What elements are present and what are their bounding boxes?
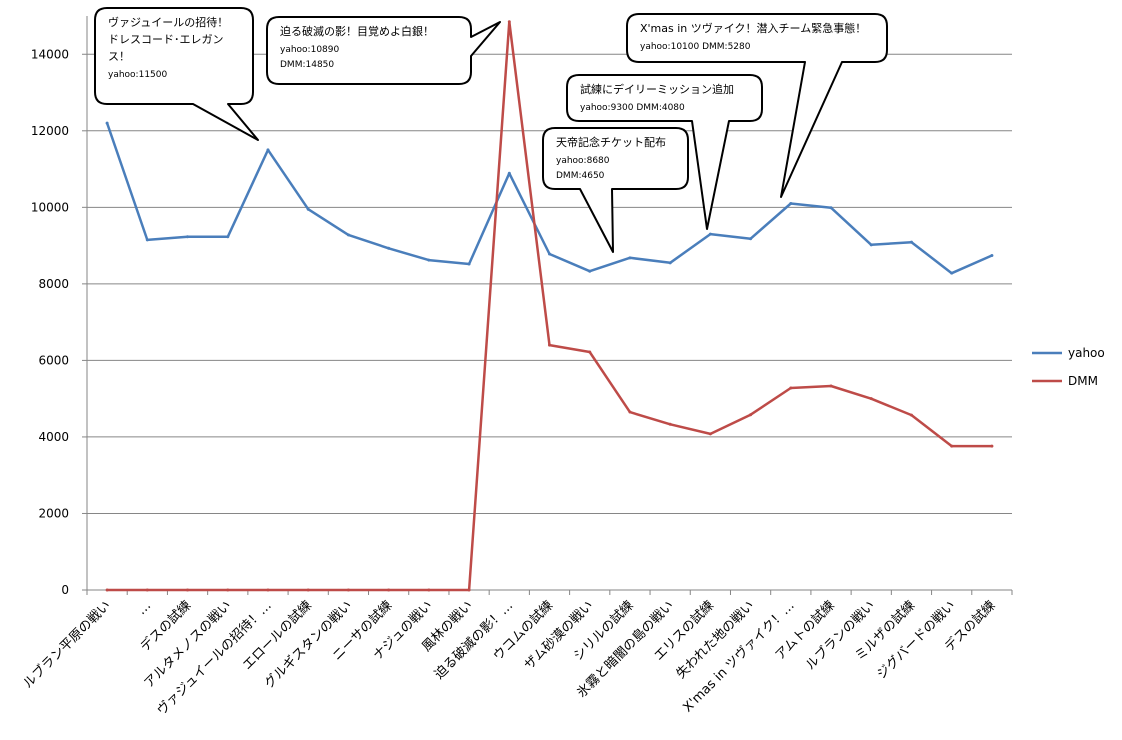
callout-text: ス！: [108, 50, 130, 63]
data-point-yahoo: [467, 262, 471, 266]
data-point-yahoo: [588, 269, 592, 273]
data-point-dmm: [789, 386, 793, 390]
y-tick-label: 14000: [31, 47, 69, 61]
data-point-dmm: [467, 588, 471, 592]
data-point-yahoo: [226, 235, 230, 239]
data-point-yahoo: [346, 233, 350, 237]
data-point-yahoo: [909, 240, 913, 244]
y-tick-label: 0: [61, 583, 69, 597]
callout-text: ドレスコード･エレガン: [108, 33, 224, 46]
data-point-yahoo: [950, 271, 954, 275]
callout-annotation: 試練にデイリーミッション追加 yahoo:9300 DMM:4080: [566, 74, 763, 230]
data-point-dmm: [346, 588, 350, 592]
data-point-yahoo: [708, 232, 712, 236]
legend: yahoo DMM: [1032, 346, 1105, 388]
data-point-dmm: [909, 413, 913, 417]
data-point-yahoo: [105, 121, 109, 125]
callout-text: 試練にデイリーミッション追加: [580, 82, 734, 96]
callout-text: X'mas in ツヴァイク！潜入チーム緊急事態！: [640, 21, 866, 35]
data-point-yahoo: [145, 238, 149, 242]
data-point-dmm: [105, 588, 109, 592]
data-point-yahoo: [829, 206, 833, 210]
data-point-dmm: [226, 588, 230, 592]
callout-bubble: [266, 16, 501, 85]
data-point-dmm: [507, 20, 511, 24]
legend-label-dmm: DMM: [1068, 374, 1098, 388]
data-point-dmm: [588, 350, 592, 354]
data-point-dmm: [749, 413, 753, 417]
data-point-dmm: [668, 422, 672, 426]
data-point-yahoo: [266, 148, 270, 152]
data-point-dmm: [306, 588, 310, 592]
data-point-dmm: [869, 397, 873, 401]
callout-annotation: 迫る破滅の影！目覚めよ白銀！ yahoo:10890 DMM:14850: [266, 16, 501, 85]
series-line-dmm: [105, 20, 994, 592]
data-point-yahoo: [668, 261, 672, 265]
callout-text: yahoo:11500: [108, 70, 167, 80]
callout-text: yahoo:9300 DMM:4080: [580, 103, 685, 113]
data-point-dmm: [548, 343, 551, 347]
data-point-yahoo: [628, 256, 632, 260]
x-tick-label: エロールの試練: [239, 598, 315, 674]
data-point-yahoo: [186, 235, 190, 239]
callout-bubble: [542, 127, 689, 253]
x-tick-label: ルブランの戦い: [802, 598, 878, 674]
callout-text: yahoo:10890: [280, 45, 339, 55]
callout-bubble: [94, 7, 259, 141]
y-tick-label: 12000: [31, 124, 69, 138]
callout-text: yahoo:8680: [556, 156, 610, 166]
callout-text: ヴァジュイールの招待！: [108, 15, 228, 29]
x-tick-label: ルブラン平原の戦い: [20, 598, 114, 692]
y-tick-label: 10000: [31, 200, 69, 214]
data-point-dmm: [950, 444, 954, 448]
data-point-dmm: [266, 588, 270, 592]
data-point-dmm: [990, 444, 994, 448]
callout-annotation: X'mas in ツヴァイク！潜入チーム緊急事態！ yahoo:10100 DMM…: [626, 13, 888, 198]
data-point-yahoo: [387, 246, 391, 250]
data-point-yahoo: [990, 254, 994, 258]
callout-text: 迫る破滅の影！目覚めよ白銀！: [280, 24, 434, 38]
callout-text: DMM:14850: [280, 60, 334, 70]
y-tick-label: 8000: [38, 277, 69, 291]
y-tick-label: 6000: [38, 353, 69, 367]
x-tick-label: ザム砂漠の戦い: [522, 598, 597, 673]
y-tick-label: 4000: [38, 430, 69, 444]
data-point-dmm: [427, 588, 431, 592]
series-lines: [105, 20, 994, 592]
callout-text: 天帝記念チケット配布: [556, 135, 666, 149]
data-point-yahoo: [548, 252, 551, 256]
data-point-yahoo: [507, 171, 511, 175]
legend-label-yahoo: yahoo: [1068, 346, 1105, 360]
callout-bubble: [566, 74, 763, 230]
data-point-yahoo: [427, 258, 431, 262]
data-point-dmm: [708, 432, 712, 436]
axes: 0 2000 4000 6000 8000 10000 12000 14000 ルブラン平原の戦…: [20, 16, 1013, 718]
data-point-yahoo: [869, 243, 873, 247]
callout-bubble: [626, 13, 888, 198]
callout-text: DMM:4650: [556, 171, 605, 181]
y-tick-label: 2000: [38, 506, 69, 520]
data-point-dmm: [829, 384, 833, 388]
data-point-yahoo: [789, 202, 793, 206]
callout-text: yahoo:10100 DMM:5280: [640, 42, 751, 52]
data-point-dmm: [145, 588, 149, 592]
data-point-dmm: [387, 588, 391, 592]
data-point-dmm: [186, 588, 190, 592]
callout-annotation: 天帝記念チケット配布 yahoo:8680 DMM:4650: [542, 127, 689, 253]
data-point-dmm: [628, 410, 632, 414]
x-tick-label: …: [134, 598, 154, 618]
data-point-yahoo: [749, 237, 753, 241]
data-point-yahoo: [306, 207, 310, 211]
